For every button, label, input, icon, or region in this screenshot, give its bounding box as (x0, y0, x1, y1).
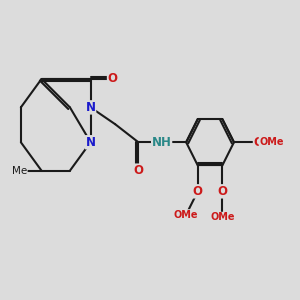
Text: OMe: OMe (210, 212, 235, 222)
Text: OMe: OMe (259, 137, 284, 147)
Text: O: O (134, 164, 143, 177)
Text: O: O (217, 185, 227, 198)
Text: NH: NH (152, 136, 172, 149)
Text: N: N (85, 101, 96, 114)
Text: O: O (107, 73, 118, 85)
Text: OMe: OMe (174, 210, 198, 220)
Text: O: O (254, 136, 263, 149)
Text: Me: Me (12, 166, 27, 176)
Text: O: O (193, 185, 203, 198)
Text: N: N (85, 136, 96, 149)
